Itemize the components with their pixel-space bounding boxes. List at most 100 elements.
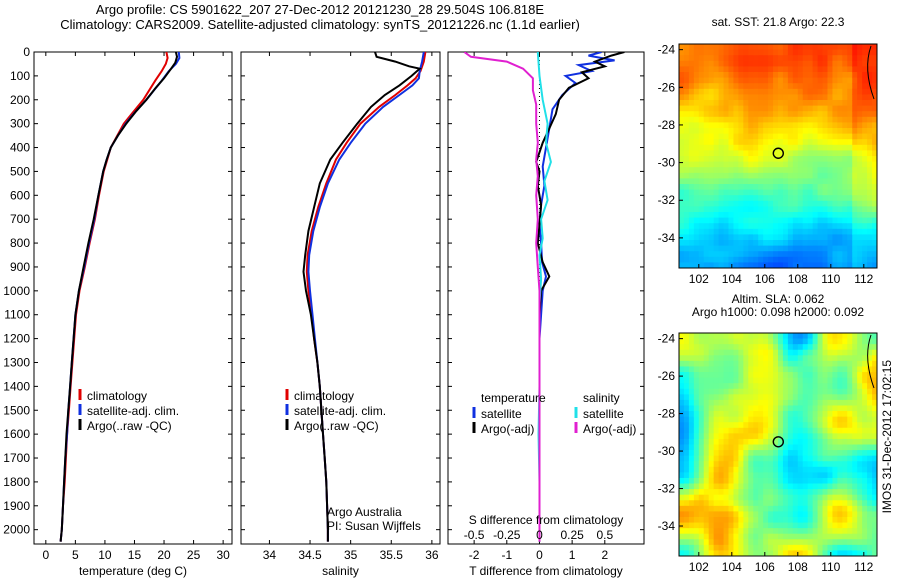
- map-cell: [763, 212, 769, 219]
- map-cell: [698, 228, 705, 235]
- map-cell: [723, 377, 730, 384]
- map-cell: [703, 494, 710, 501]
- map-cell: [768, 88, 774, 95]
- map-cell: [723, 172, 730, 179]
- map-cell: [713, 116, 720, 123]
- map-cell: [847, 394, 853, 401]
- map-cell: [812, 66, 819, 73]
- map-cell: [817, 49, 824, 56]
- map-cell: [743, 83, 749, 90]
- map-cell: [862, 206, 868, 213]
- map-cell: [872, 228, 877, 235]
- map-cell: [688, 544, 695, 552]
- map-cell: [708, 405, 715, 412]
- map-cell: [698, 77, 705, 84]
- map-cell: [693, 228, 700, 235]
- map-cell: [758, 539, 764, 546]
- map-cell: [792, 234, 799, 241]
- map-cell: [842, 438, 848, 446]
- map-cell: [723, 60, 730, 67]
- map-cell: [768, 161, 774, 168]
- map-cell: [817, 88, 824, 95]
- map-cell: [743, 195, 749, 202]
- map-cell: [693, 372, 700, 379]
- map-cell: [807, 533, 814, 540]
- map-cell: [847, 150, 853, 157]
- top-axis-label: S difference from climatology: [469, 513, 624, 527]
- map-cell: [768, 550, 774, 556]
- map-cell: [822, 344, 829, 351]
- map-cell: [778, 262, 784, 268]
- map-cell: [679, 505, 685, 512]
- map-cell: [753, 511, 759, 518]
- map-cell: [782, 116, 789, 123]
- map-cell: [802, 139, 809, 146]
- map-cell: [763, 83, 769, 90]
- map-cell: [748, 455, 754, 462]
- map-cell: [787, 111, 794, 118]
- map-cell: [778, 206, 784, 213]
- map-cell: [683, 212, 690, 219]
- map-cell: [753, 355, 759, 362]
- map-cell: [852, 433, 858, 440]
- x-tick-label: 5: [72, 548, 79, 562]
- map-cell: [679, 550, 685, 556]
- map-cell: [679, 184, 685, 191]
- map-cell: [782, 66, 789, 73]
- map-cell: [807, 128, 814, 135]
- map-cell: [837, 189, 843, 196]
- map-cell: [842, 333, 848, 340]
- map-cell: [812, 44, 819, 51]
- map-cell: [688, 212, 695, 219]
- map-cell: [703, 466, 710, 473]
- map-cell: [812, 217, 819, 224]
- map-cell: [708, 256, 715, 263]
- map-cell: [872, 150, 877, 157]
- map-cell: [797, 234, 804, 241]
- map-cell: [693, 477, 700, 485]
- map-cell: [812, 116, 819, 123]
- map-cell: [748, 394, 754, 401]
- map-cell: [708, 344, 715, 351]
- series-group: [302, 52, 427, 542]
- map-cell: [862, 494, 868, 501]
- map-cell: [713, 399, 720, 407]
- x-axis-label: temperature (deg C): [79, 564, 187, 578]
- map-cell: [743, 366, 749, 373]
- map-cell: [768, 405, 774, 412]
- map-cell: [852, 100, 858, 107]
- map-cell: [812, 150, 819, 157]
- map-cell: [708, 477, 715, 485]
- map-cell: [738, 450, 744, 457]
- map-cell: [723, 483, 730, 490]
- map-cell: [738, 88, 744, 95]
- map-cell: [753, 60, 759, 67]
- map-cell: [773, 144, 779, 151]
- map-cell: [743, 49, 749, 56]
- map-cell: [797, 111, 804, 118]
- map-cell: [872, 128, 877, 135]
- map-cell: [708, 427, 715, 434]
- map-cell: [748, 60, 754, 67]
- map-cell: [679, 472, 685, 479]
- map-cell: [738, 383, 744, 390]
- map-cell: [728, 49, 735, 56]
- map-cell: [787, 539, 794, 546]
- map-cell: [852, 49, 858, 56]
- map-cell: [708, 338, 715, 345]
- map-cell: [703, 433, 710, 440]
- map-cell: [748, 133, 754, 140]
- map-cell: [688, 161, 695, 168]
- map-cell: [787, 88, 794, 95]
- map-cell: [837, 483, 843, 490]
- map-cell: [792, 494, 799, 501]
- map-cell: [862, 66, 868, 73]
- map-cell: [718, 355, 725, 362]
- map-cell: [862, 411, 868, 418]
- map-cell: [807, 355, 814, 362]
- map-cell: [693, 466, 700, 473]
- map-cell: [817, 251, 824, 258]
- map-cell: [837, 251, 843, 258]
- map-cell: [778, 161, 784, 168]
- map-cell: [738, 438, 744, 446]
